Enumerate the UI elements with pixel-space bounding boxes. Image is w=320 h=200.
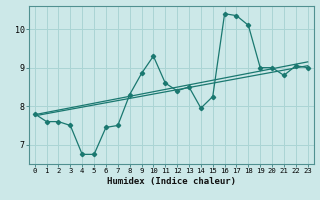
X-axis label: Humidex (Indice chaleur): Humidex (Indice chaleur) bbox=[107, 177, 236, 186]
